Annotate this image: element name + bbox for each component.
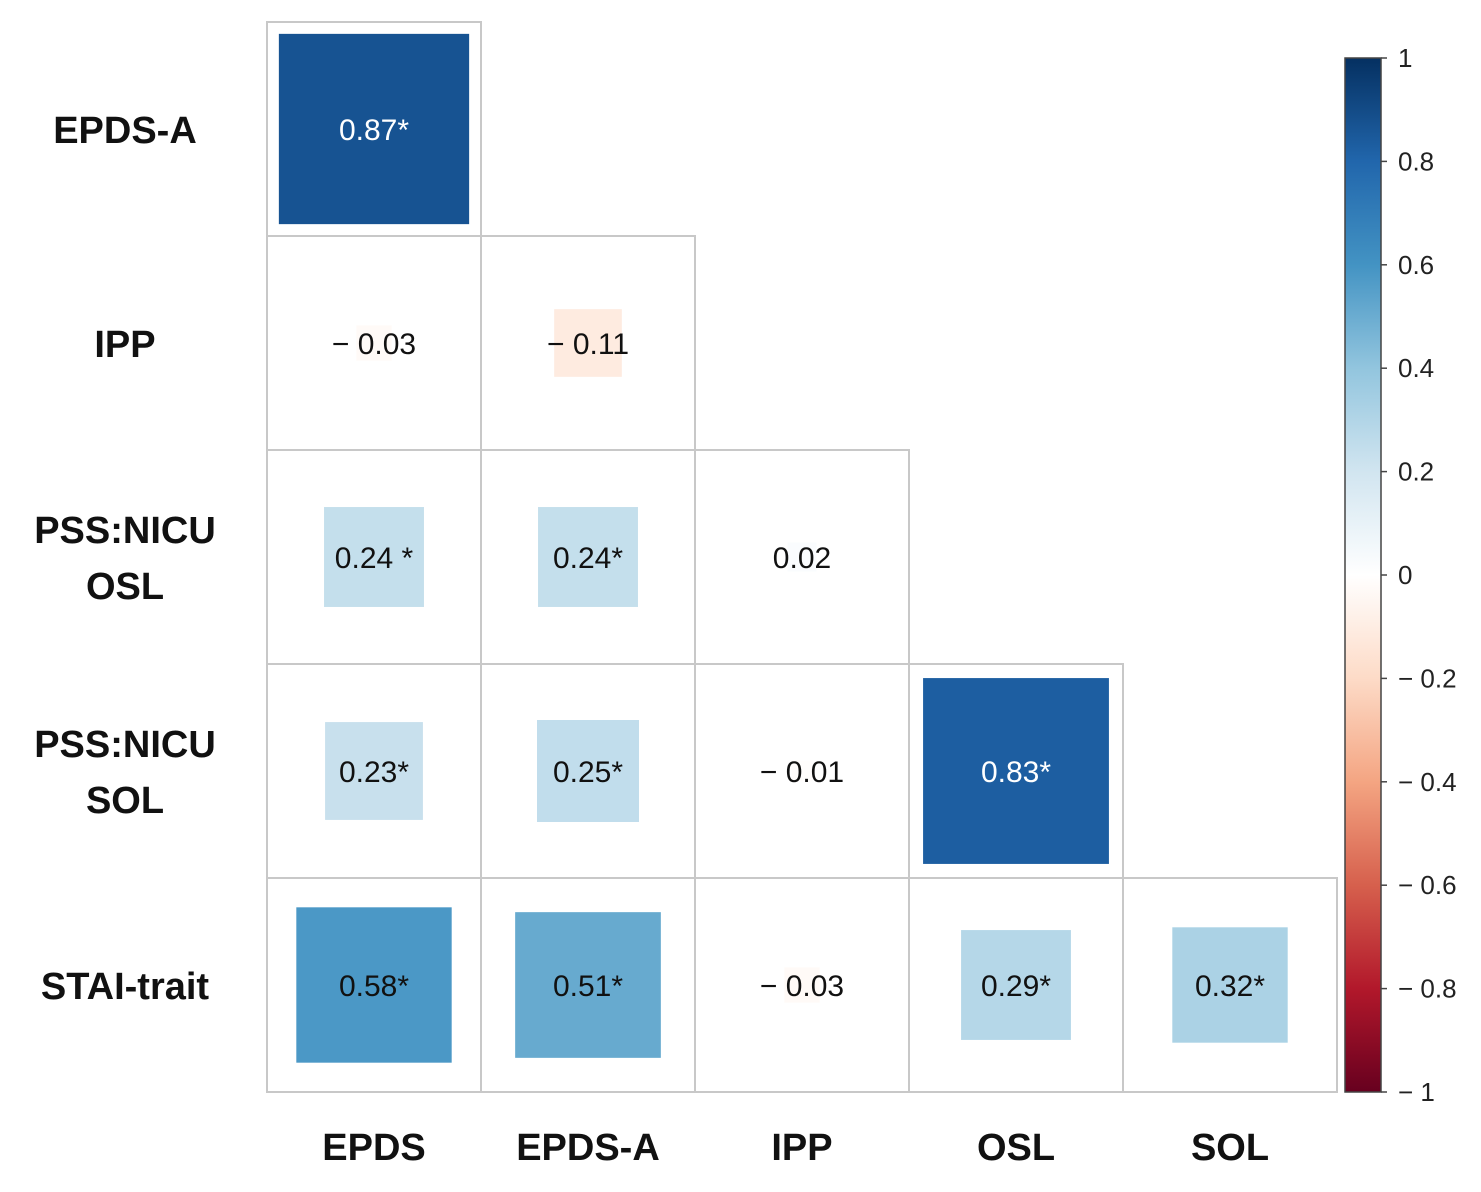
correlation-square [923, 678, 1109, 864]
cell-value-label: 0.02 [773, 542, 831, 575]
correlation-square [356, 325, 392, 361]
correlation-square [296, 907, 452, 1063]
matrix-cell: − 0.11 [480, 235, 696, 451]
cell-value-label: 0.83* [981, 756, 1051, 789]
row-label: IPP [94, 324, 155, 366]
colorbar-tick-label: − 0.4 [1398, 767, 1457, 797]
row-label: PSS:NICU SOL [34, 724, 216, 822]
colorbar-tick-label: 0.4 [1398, 353, 1434, 383]
matrix-cell: 0.29* [908, 877, 1124, 1093]
correlation-square [515, 912, 661, 1058]
matrix-cell: 0.02 [694, 449, 910, 665]
colorbar-tick-label: 0.2 [1398, 457, 1434, 487]
correlation-square [554, 309, 622, 377]
column-label: EPDS-A [516, 1127, 660, 1169]
row-label: PSS:NICU OSL [34, 510, 216, 608]
cell-value-label: − 0.03 [760, 970, 844, 1003]
column-label: EPDS [322, 1127, 425, 1169]
correlation-square [324, 507, 424, 607]
cell-value-label: − 0.03 [332, 328, 416, 361]
colorbar-tick-label: 0.8 [1398, 146, 1434, 176]
correlation-square [537, 720, 639, 822]
correlation-square [784, 967, 820, 1003]
colorbar-tick-label: 0.6 [1398, 250, 1434, 280]
correlation-square [325, 722, 423, 820]
row-labels: EPDS-A IPP PSS:NICU OSL PSS:NICU SOL STAI-trai… [34, 110, 216, 1008]
correlation-square [538, 507, 638, 607]
column-label: IPP [771, 1127, 832, 1169]
matrix-cell: 0.51* [480, 877, 696, 1093]
correlation-square [787, 542, 817, 572]
colorbar-tick-label: − 0.2 [1398, 663, 1457, 693]
cell-value-label: 0.23* [339, 756, 409, 789]
cell-value-label: 0.24* [553, 542, 623, 575]
cell-value-label: 0.25* [553, 756, 623, 789]
correlation-square [278, 33, 470, 225]
colorbar-tick-label: 0 [1398, 560, 1412, 590]
colorbar-tick-label: 1 [1398, 43, 1412, 73]
matrix-cell: 0.25* [480, 663, 696, 879]
matrix-cell: 0.83* [908, 663, 1124, 879]
matrix-cell: 0.24 * [266, 449, 482, 665]
correlation-square [1172, 927, 1288, 1043]
matrix-cell: 0.23* [266, 663, 482, 879]
correlation-square [791, 760, 813, 782]
cell-value-label: 0.58* [339, 970, 409, 1003]
correlation-square [961, 930, 1071, 1040]
cell-value-label: 0.32* [1195, 970, 1265, 1003]
matrix-cell: − 0.01 [694, 663, 910, 879]
colorbar-tick-label: − 1 [1398, 1077, 1435, 1107]
row-label: STAI-trait [41, 966, 210, 1008]
matrix-cell: − 0.03 [694, 877, 910, 1093]
cell-frame [1122, 877, 1338, 1093]
colorbar: 1 0.8 0.6 0.4 0.2 0 − 0.2 − 0.4 − 0.6 − 0.8 − 1 [1344, 43, 1457, 1107]
column-labels: EPDS EPDS-A IPP OSL SOL [322, 1127, 1269, 1169]
cell-value-label: − 0.01 [760, 756, 844, 789]
cell-value-label: − 0.11 [547, 328, 629, 361]
matrix-cell: 0.58* [266, 877, 482, 1093]
cell-value-label: 0.87* [339, 114, 409, 147]
colorbar-gradient [1344, 57, 1382, 1093]
matrix-cells: 0.87* − 0.03 − 0.11 0.24 * 0.24* 0.02 0.23* 0.2… [266, 21, 1338, 1093]
colorbar-tick-label: − 0.8 [1398, 974, 1457, 1004]
colorbar-tick-label: − 0.6 [1398, 870, 1457, 900]
column-label: SOL [1191, 1127, 1269, 1169]
cell-value-label: 0.29* [981, 970, 1051, 1003]
matrix-cell: 0.24* [480, 449, 696, 665]
row-label: EPDS-A [53, 110, 197, 152]
column-label: OSL [977, 1127, 1055, 1169]
cell-value-label: 0.51* [553, 970, 623, 1003]
matrix-cell: 0.87* [266, 21, 482, 237]
matrix-cell: 0.32* [1122, 877, 1338, 1093]
cell-value-label: 0.24 * [335, 542, 414, 575]
matrix-cell: − 0.03 [266, 235, 482, 451]
